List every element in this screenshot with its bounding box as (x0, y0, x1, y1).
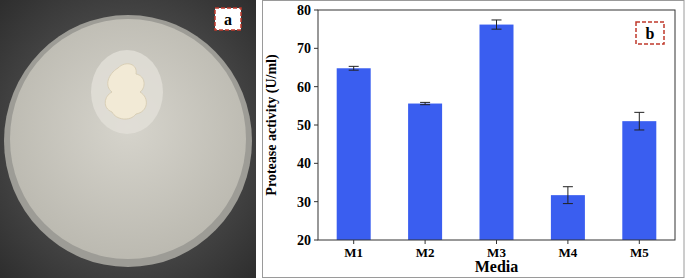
x-tick-label: M2 (416, 245, 435, 260)
x-tick-label: M1 (344, 245, 363, 260)
error-bar (420, 102, 430, 104)
y-axis-label: Protease activity (U/ml) (264, 54, 280, 196)
error-bar (349, 66, 359, 70)
y-tick (314, 163, 318, 164)
figure: a20304050607080M1M2M3M4M5MediaProtease a… (0, 0, 685, 278)
error-bar (563, 187, 573, 204)
x-tick (425, 240, 426, 244)
x-tick (639, 240, 640, 244)
x-axis-label: Media (475, 258, 519, 275)
bars (337, 20, 657, 240)
y-tick (314, 86, 318, 87)
bar (622, 121, 656, 240)
dish-rim (4, 15, 252, 267)
error-cap (420, 102, 430, 103)
photo-background (0, 0, 256, 278)
error-bar (634, 112, 644, 130)
error-cap (349, 70, 359, 71)
bar (408, 104, 442, 240)
error-cap (634, 112, 644, 113)
error-stem (496, 20, 497, 29)
bar (337, 68, 371, 240)
x-tick (567, 240, 568, 244)
y-tick-label: 80 (297, 3, 311, 18)
panel-label: b (646, 25, 655, 42)
y-tick-label: 20 (297, 233, 311, 248)
clear-zone (91, 50, 163, 134)
error-stem (353, 66, 354, 70)
panel-frame (263, 1, 685, 278)
error-stem (639, 112, 640, 130)
bar (480, 25, 514, 240)
error-cap (492, 29, 502, 30)
y-tick (314, 201, 318, 202)
error-cap (563, 203, 573, 204)
error-bar (492, 20, 502, 29)
x-tick-label: M4 (559, 245, 578, 260)
x-tick-label: M5 (630, 245, 649, 260)
y-tick (314, 48, 318, 49)
error-cap (420, 104, 430, 105)
y-tick (314, 125, 318, 126)
error-cap (563, 186, 573, 187)
y-tick (314, 10, 318, 11)
error-cap (349, 66, 359, 67)
dish-agar (10, 19, 246, 259)
x-tick (353, 240, 354, 244)
y-tick (314, 240, 318, 241)
error-stem (567, 187, 568, 204)
x-tick (496, 240, 497, 244)
y-tick-label: 70 (297, 41, 311, 56)
error-cap (492, 19, 502, 20)
colony (105, 64, 146, 119)
panel-label-b: b (636, 22, 664, 44)
y-tick-label: 60 (297, 80, 311, 95)
y-tick-label: 40 (297, 156, 311, 171)
y-tick-label: 50 (297, 118, 311, 133)
label-box (215, 8, 241, 30)
y-tick-label: 30 (297, 195, 311, 210)
panel-label: a (224, 11, 232, 28)
plot-frame (318, 10, 675, 240)
panel-label-a: a (215, 8, 241, 30)
label-box (636, 22, 664, 44)
error-cap (634, 129, 644, 130)
